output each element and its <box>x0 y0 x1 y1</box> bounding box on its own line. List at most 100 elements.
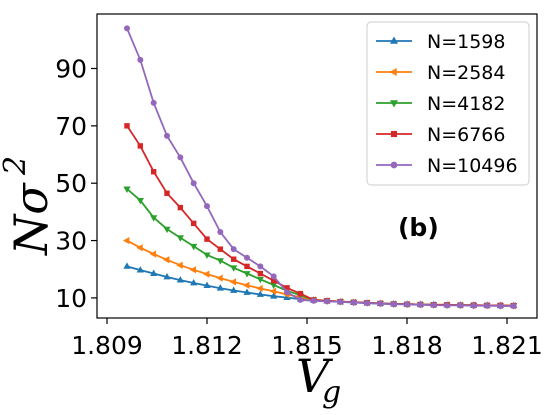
data-point <box>497 302 504 309</box>
data-point <box>124 25 130 32</box>
legend-marker <box>390 130 398 138</box>
x-tick-label: 1.809 <box>71 331 143 360</box>
data-point <box>283 293 291 301</box>
legend-marker <box>389 67 397 77</box>
data-point <box>377 300 384 307</box>
data-point <box>136 266 144 273</box>
legend-label: N=4182 <box>427 93 506 115</box>
legend-box <box>366 21 530 186</box>
data-point <box>297 296 304 303</box>
data-point <box>417 301 424 308</box>
data-point <box>190 279 198 286</box>
legend-label: N=6766 <box>427 124 506 146</box>
x-tick-label: 1.812 <box>171 331 243 360</box>
data-point <box>203 281 211 288</box>
y-tick-label: 70 <box>55 112 87 141</box>
data-point <box>229 278 237 286</box>
legend-marker <box>389 100 399 108</box>
data-point <box>244 263 250 270</box>
data-point <box>256 276 264 284</box>
data-point <box>364 300 370 307</box>
data-point <box>243 271 251 278</box>
data-point <box>257 270 264 277</box>
plot-frame <box>96 13 538 319</box>
data-point <box>190 243 198 251</box>
data-point <box>217 228 224 235</box>
legend-label: N=2584 <box>427 62 506 84</box>
data-point <box>137 143 144 149</box>
data-point <box>136 244 143 252</box>
y-axis-label: Nσ 2 <box>0 156 58 256</box>
data-point <box>163 226 171 234</box>
panel-annotation: (b) <box>398 213 439 242</box>
data-point <box>284 289 290 296</box>
x-tick-label: 1.818 <box>371 331 443 360</box>
data-point <box>190 220 197 227</box>
x-axis-label-sub: g <box>322 375 341 410</box>
data-point <box>350 299 357 306</box>
legend-marker <box>390 161 398 169</box>
data-point <box>123 186 131 193</box>
legend-entry: N=1598 <box>376 31 506 53</box>
data-point <box>149 250 157 258</box>
legend-label: N=1598 <box>427 31 506 53</box>
data-point <box>123 236 130 245</box>
y-tick-label: 30 <box>55 227 87 256</box>
x-tick-label: 1.815 <box>271 331 343 360</box>
y-axis-label-main: Nσ <box>4 182 58 256</box>
data-point <box>297 290 304 297</box>
data-point <box>150 269 158 276</box>
data-point <box>164 190 170 196</box>
x-tick-label: 1.821 <box>471 331 543 360</box>
data-point <box>176 235 184 242</box>
data-point <box>217 246 224 252</box>
y-tick-label: 50 <box>55 169 87 198</box>
data-point <box>216 258 224 265</box>
x-axis-label-main: V <box>296 349 334 403</box>
data-point <box>257 263 264 270</box>
y-tick-label: 90 <box>55 54 87 83</box>
data-point <box>150 169 157 175</box>
series-line <box>126 239 514 307</box>
series-line <box>126 188 514 307</box>
data-point <box>270 273 277 280</box>
legend: N=1598 N=2584 N=4182 N=6766 N=10496 <box>366 21 530 186</box>
data-point <box>244 254 250 261</box>
data-point <box>177 204 184 211</box>
data-point <box>136 198 144 205</box>
legend-entry: N=4182 <box>376 93 506 115</box>
series-layer <box>123 25 518 310</box>
data-point <box>203 252 211 259</box>
data-point <box>150 215 158 222</box>
data-point <box>176 276 184 283</box>
data-point <box>510 302 517 309</box>
data-point <box>337 298 344 305</box>
data-point <box>256 284 263 293</box>
data-point <box>269 287 277 295</box>
data-point <box>270 292 278 299</box>
data-point <box>124 123 130 129</box>
data-point <box>204 236 210 242</box>
data-point <box>256 290 264 297</box>
data-point <box>204 203 210 210</box>
axes-layer: 1.809 1.812 1.815 1.818 1.821 10 30 50 70 90 <box>55 13 543 360</box>
data-point <box>230 286 238 293</box>
data-point <box>189 266 197 274</box>
y-axis-label-sup: 2 <box>0 156 33 176</box>
data-point <box>243 281 250 289</box>
data-point <box>270 282 278 290</box>
data-point <box>163 256 170 264</box>
data-point <box>150 99 157 106</box>
data-point <box>430 302 437 309</box>
data-point <box>470 302 477 309</box>
data-point <box>230 256 237 262</box>
data-point <box>176 261 183 269</box>
series-n-2584 <box>123 236 517 310</box>
y-tick-label: 10 <box>55 284 87 313</box>
data-point <box>216 274 223 282</box>
data-point <box>163 272 171 280</box>
legend-entry: N=6766 <box>376 124 506 146</box>
legend-entry: N=10496 <box>376 155 518 177</box>
data-point <box>270 277 277 284</box>
x-axis-label: V g <box>296 349 341 410</box>
